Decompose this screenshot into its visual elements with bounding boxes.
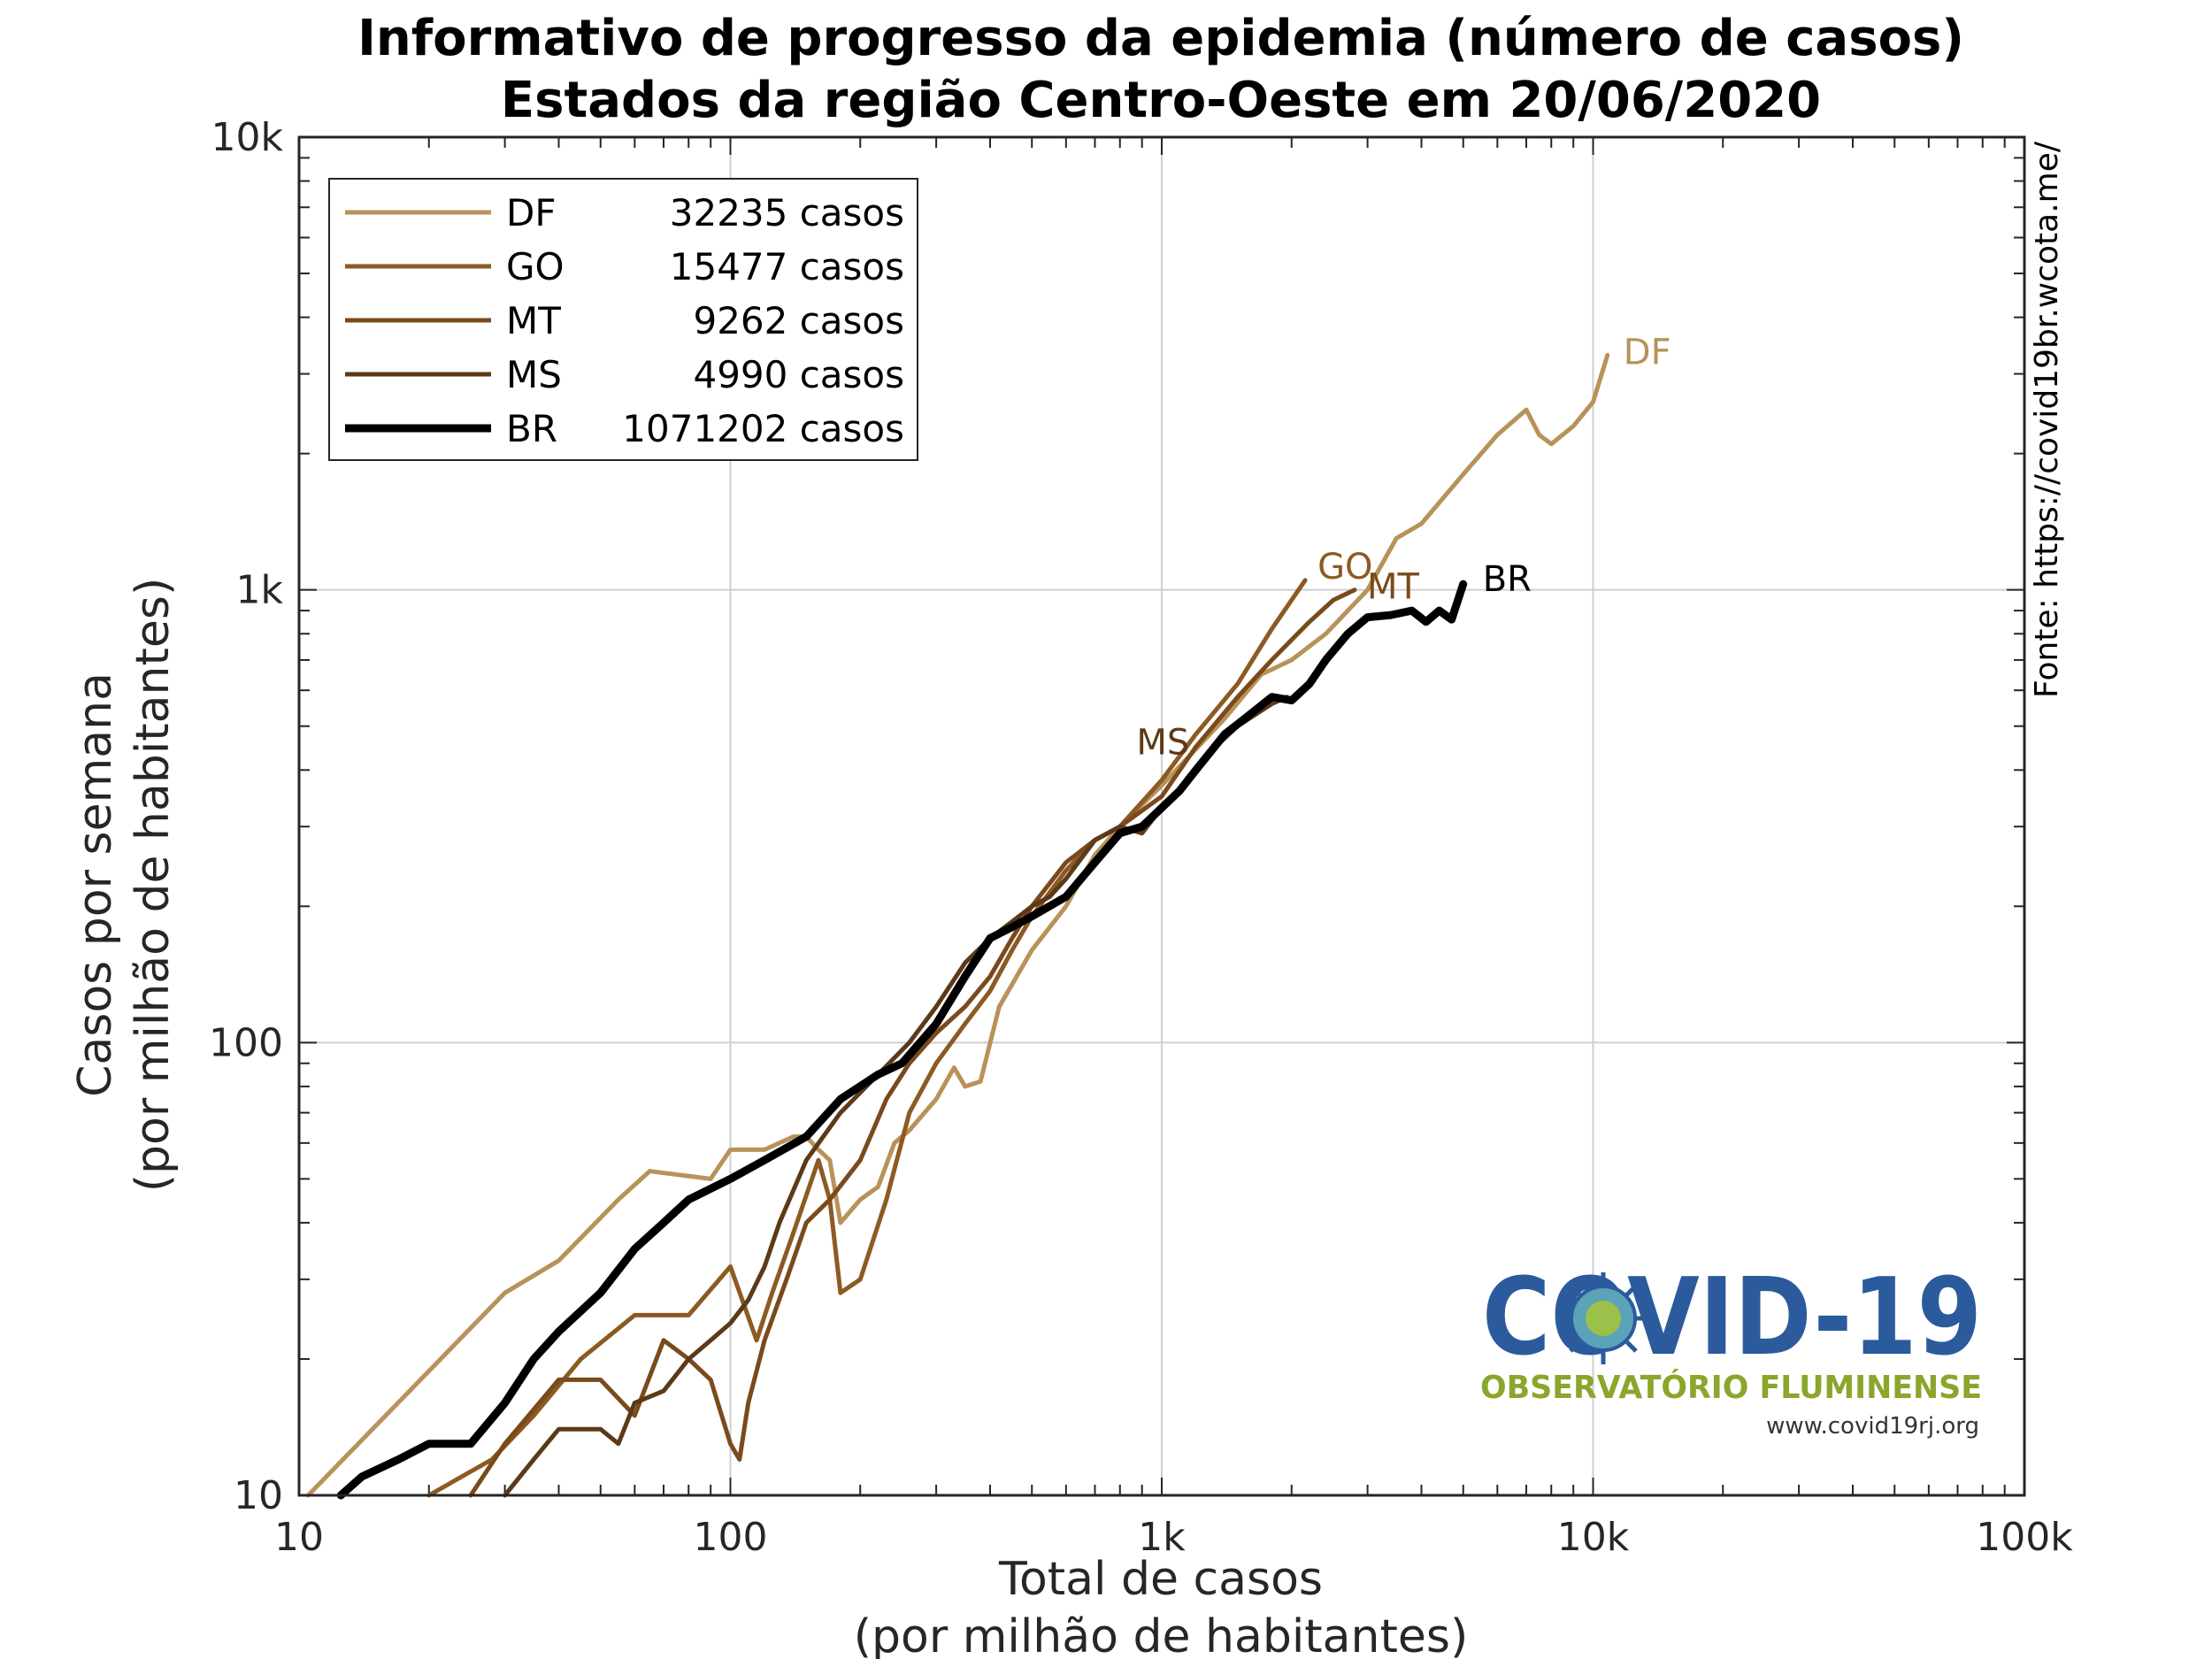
legend-name-ms: MS bbox=[506, 353, 562, 396]
series-line-df bbox=[305, 352, 1610, 1498]
y-tick-label: 10 bbox=[234, 1473, 283, 1518]
series-line-ms bbox=[503, 695, 1289, 1498]
legend-value-mt: 9262 casos bbox=[693, 299, 904, 342]
legend-name-mt: MT bbox=[506, 299, 561, 342]
legend: DF 32235 casos GO 15477 casos MT 9262 casos MS… bbox=[328, 178, 918, 461]
end-label-ms: MS bbox=[1136, 723, 1189, 764]
end-label-br: BR bbox=[1483, 559, 1532, 600]
chart-title: Informativo de progresso da epidemia (nú… bbox=[357, 10, 1964, 67]
covid19-logo: COVID-19 OBSERVATÓRIO FLUMINENSE www.cov… bbox=[1480, 1256, 1982, 1440]
series-line-br bbox=[336, 580, 1468, 1500]
end-label-mt: MT bbox=[1367, 567, 1420, 608]
series-line-go bbox=[426, 578, 1308, 1498]
x-tick-label: 1k bbox=[1138, 1515, 1186, 1560]
plot-frame bbox=[297, 135, 2026, 1497]
source-text: Fonte: https://covid19br.wcota.me/ bbox=[2029, 141, 2065, 698]
end-label-df: DF bbox=[1624, 332, 1671, 373]
x-axis-label: Total de casos bbox=[998, 1553, 1323, 1606]
series-lines bbox=[305, 352, 1610, 1500]
legend-value-df: 32235 casos bbox=[670, 191, 904, 234]
y-tick-label: 1k bbox=[236, 568, 284, 613]
y-tick-label: 10k bbox=[211, 115, 284, 160]
y-tick-label: 100 bbox=[209, 1020, 283, 1065]
legend-value-ms: 4990 casos bbox=[693, 353, 904, 396]
series-line-mt bbox=[468, 588, 1357, 1498]
legend-name-go: GO bbox=[506, 245, 565, 288]
legend-value-go: 15477 casos bbox=[670, 245, 904, 288]
x-tick-label: 10k bbox=[1557, 1515, 1630, 1560]
legend-name-df: DF bbox=[506, 191, 557, 234]
logo-subtitle: OBSERVATÓRIO FLUMINENSE bbox=[1480, 1369, 1982, 1406]
legend-value-br: 1071202 casos bbox=[622, 407, 904, 450]
x-tick-label: 10 bbox=[274, 1515, 324, 1560]
x-tick-label: 100k bbox=[1976, 1515, 2073, 1560]
x-tick-label: 100 bbox=[694, 1515, 768, 1560]
x-axis-label-units: (por milhão de habitantes) bbox=[854, 1610, 1469, 1659]
logo-title: COVID-19 bbox=[1482, 1256, 1982, 1379]
tick-labels: 10 100 1k 10k 100k 10 100 1k 10k bbox=[209, 115, 2073, 1560]
virus-icon bbox=[1557, 1272, 1649, 1364]
end-label-go: GO bbox=[1317, 547, 1372, 588]
logo-url: www.covid19rj.org bbox=[1766, 1413, 1979, 1440]
chart-subtitle: Estados da região Centro-Oeste em 20/06/… bbox=[501, 72, 1821, 129]
legend-name-br: BR bbox=[506, 407, 557, 450]
y-axis-label: Casos por semana bbox=[69, 672, 122, 1097]
y-axis-label-units: (por milhão de habitantes) bbox=[127, 578, 180, 1193]
